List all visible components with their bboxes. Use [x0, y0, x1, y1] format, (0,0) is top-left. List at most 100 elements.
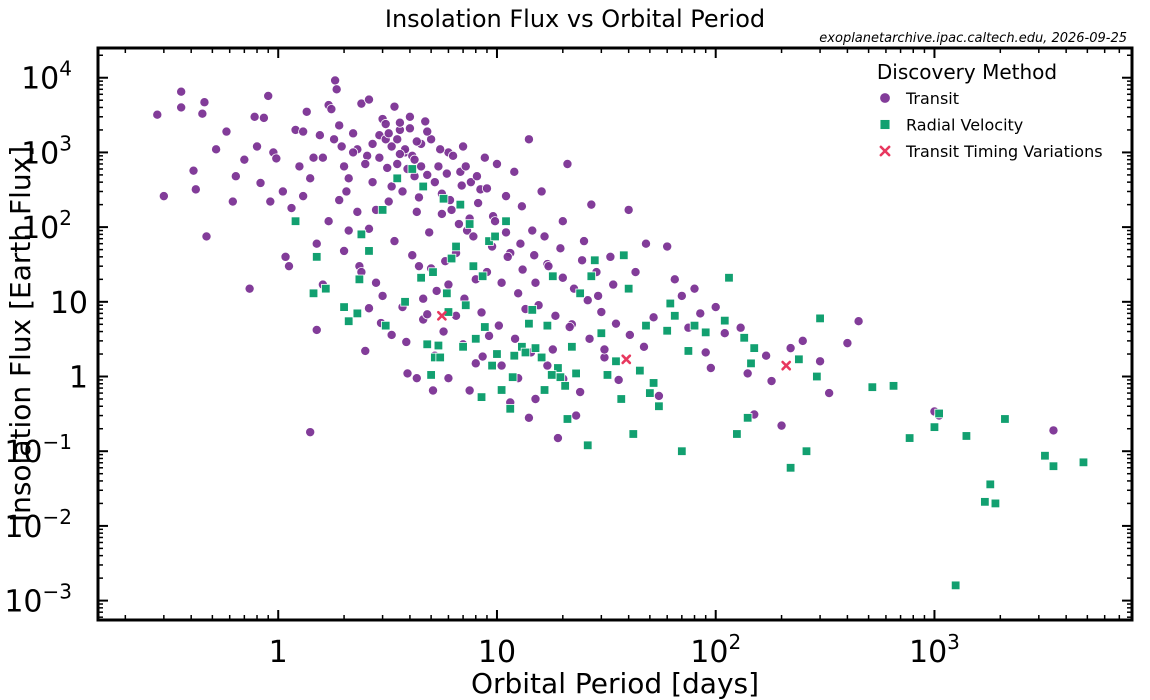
transit-point	[339, 161, 350, 172]
transit-point	[517, 264, 528, 275]
transit-point	[422, 126, 433, 137]
y-tick-labels: 10−3 10−2 10−1 1 10 102 103 104	[4, 57, 88, 620]
transit-point	[496, 360, 507, 371]
x-tick-label: 102	[690, 630, 741, 670]
transit-point	[593, 290, 604, 301]
transit-point	[305, 173, 316, 184]
transit-timing-variations-point	[781, 360, 792, 371]
radial-velocity-point	[407, 164, 417, 174]
transit-point	[513, 288, 524, 299]
transit-point	[255, 177, 266, 188]
transit-point	[329, 134, 340, 145]
radial-velocity-point	[464, 219, 475, 229]
radial-velocity-point	[442, 288, 452, 299]
transit-point	[301, 106, 312, 117]
transit-point	[311, 238, 322, 249]
radial-velocity-point	[724, 273, 734, 283]
radial-velocity-point	[496, 385, 507, 395]
radial-velocity-point	[749, 343, 759, 353]
y-tick-label: 104	[21, 57, 72, 97]
transit-point	[610, 318, 621, 329]
transit-point	[341, 186, 352, 197]
transit-point	[481, 183, 492, 194]
transit-point	[742, 368, 753, 379]
legend-items: Transit Radial Velocity Transit Timing Var…	[879, 89, 1103, 161]
transit-point	[564, 322, 575, 333]
transit-point	[188, 165, 199, 176]
transit-point	[477, 351, 488, 362]
transit-point	[314, 130, 325, 141]
transit-point	[263, 90, 274, 101]
transit-point	[443, 279, 454, 290]
radial-velocity-point	[950, 580, 961, 591]
transit-point	[479, 152, 490, 163]
radial-velocity-point	[571, 368, 581, 379]
y-tick-label: 102	[21, 206, 72, 246]
radial-velocity-point	[662, 326, 672, 336]
radial-velocity-point	[492, 349, 502, 359]
transit-point	[305, 427, 316, 438]
transit-point	[389, 236, 400, 247]
transit-point	[824, 388, 835, 399]
radial-velocity-point	[312, 252, 322, 262]
transit-point	[280, 251, 291, 262]
radial-velocity-point	[539, 385, 550, 395]
transit-point	[356, 98, 367, 109]
transit-point	[420, 116, 431, 127]
transit-point	[523, 134, 534, 145]
transit-timing-variations-point	[621, 354, 632, 365]
transit-point	[227, 196, 238, 207]
transit-point	[221, 126, 232, 137]
transit-point	[527, 225, 538, 236]
transit-point	[199, 97, 210, 108]
radial-velocity-point	[720, 315, 730, 326]
radial-velocity-point	[665, 298, 675, 309]
transit-point	[1048, 425, 1059, 436]
transit-point	[152, 109, 163, 120]
transit-point	[331, 84, 342, 95]
transit-point	[761, 350, 772, 361]
radial-velocity-point	[934, 408, 944, 419]
transit-point	[465, 177, 476, 188]
transit-point	[286, 203, 297, 214]
transit-point	[374, 152, 385, 163]
transit-point	[326, 104, 337, 115]
transit-point	[766, 376, 777, 387]
radial-velocity-point	[490, 231, 500, 242]
transit-point	[343, 173, 354, 184]
transit-point	[648, 312, 659, 323]
chart-title: Insolation Flux vs Orbital Period	[385, 5, 765, 33]
radial-velocity-point	[451, 241, 461, 252]
transit-point	[473, 198, 484, 209]
radial-velocity-point	[567, 342, 577, 352]
transit-point	[389, 101, 400, 112]
transit-point	[363, 223, 374, 234]
transit-point	[367, 177, 378, 188]
legend-label-transit: Transit	[905, 89, 959, 108]
radial-velocity-point	[461, 300, 471, 310]
source-note: exoplanetarchive.ipac.caltech.edu, 2026-…	[819, 31, 1127, 46]
radial-velocity-point	[364, 246, 374, 256]
transit-point	[176, 102, 187, 113]
transit-point	[599, 344, 610, 355]
radial-velocity-point	[354, 274, 365, 285]
radial-velocity-point	[904, 433, 915, 443]
transit-point	[394, 117, 405, 128]
legend-marker-radial-velocity	[879, 119, 891, 130]
transit-point	[380, 119, 391, 130]
radial-velocity-point	[435, 352, 445, 363]
transit-point	[470, 358, 481, 369]
transit-point	[435, 144, 446, 155]
radial-velocity-point	[455, 199, 466, 210]
transit-point	[579, 236, 590, 247]
transit-point	[605, 251, 616, 262]
transit-point	[413, 192, 424, 203]
radial-velocity-point	[433, 340, 444, 351]
transit-point	[460, 161, 471, 172]
transit-point	[402, 368, 413, 379]
transit-point	[552, 433, 563, 444]
transit-point	[360, 345, 371, 356]
transit-point	[484, 330, 495, 341]
transit-point	[719, 328, 730, 339]
transit-point	[669, 274, 680, 285]
